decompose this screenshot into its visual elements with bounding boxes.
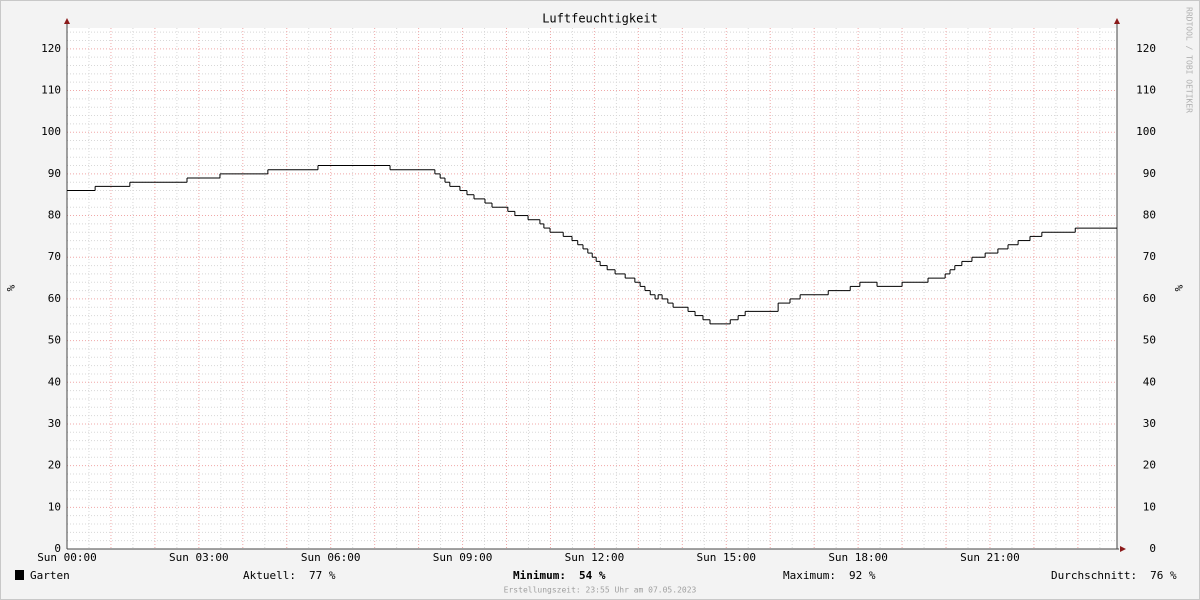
axis-arrow (1114, 18, 1120, 24)
x-tick-label: Sun 06:00 (301, 551, 361, 564)
y-tick-label: 90 (48, 167, 61, 180)
x-tick-label: Sun 03:00 (169, 551, 229, 564)
y-tick-label: 100 (41, 125, 61, 138)
axis-arrow (1120, 546, 1126, 552)
y2-tick-label: 10 (1143, 500, 1156, 513)
y2-tick-label: 100 (1136, 125, 1156, 138)
footer: Erstellungszeit: 23:55 Uhr am 07.05.2023 (504, 586, 697, 595)
y2-tick-label: 50 (1143, 334, 1156, 347)
x-tick-label: Sun 00:00 (37, 551, 97, 564)
x-tick-label: Sun 12:00 (565, 551, 625, 564)
stat-value: 77 % (309, 569, 336, 582)
legend-swatch (15, 570, 24, 580)
y2-tick-label: 80 (1143, 209, 1156, 222)
stat-label: Minimum: (513, 569, 566, 582)
y-tick-label: 30 (48, 417, 61, 430)
y2-tick-label: 120 (1136, 42, 1156, 55)
y2-axis-label: % (1172, 285, 1185, 292)
stat-label: Aktuell: (243, 569, 296, 582)
stat-label: Durchschnitt: (1051, 569, 1137, 582)
legend-label: Garten (30, 569, 70, 582)
y-tick-label: 120 (41, 42, 61, 55)
stat-value: 54 % (579, 569, 606, 582)
y-tick-label: 60 (48, 292, 61, 305)
y-axis-label: % (4, 285, 17, 292)
y-tick-label: 70 (48, 250, 61, 263)
y2-tick-label: 0 (1149, 542, 1156, 555)
y-tick-label: 50 (48, 334, 61, 347)
y-tick-label: 20 (48, 459, 61, 472)
y2-tick-label: 90 (1143, 167, 1156, 180)
y2-tick-label: 70 (1143, 250, 1156, 263)
y-tick-label: 110 (41, 84, 61, 97)
x-tick-label: Sun 15:00 (696, 551, 756, 564)
plot-area (67, 28, 1117, 549)
stat-label: Maximum: (783, 569, 836, 582)
y2-tick-label: 40 (1143, 375, 1156, 388)
y-tick-label: 80 (48, 209, 61, 222)
x-tick-label: Sun 18:00 (828, 551, 888, 564)
watermark: RRDTOOL / TOBI OETIKER (1185, 7, 1194, 113)
chart-title: Luftfeuchtigkeit (542, 12, 658, 26)
y-tick-label: 40 (48, 375, 61, 388)
x-tick-label: Sun 09:00 (433, 551, 493, 564)
y-tick-label: 10 (48, 500, 61, 513)
stat-value: 76 % (1150, 569, 1177, 582)
y2-tick-label: 60 (1143, 292, 1156, 305)
axis-arrow (64, 18, 70, 24)
x-tick-label: Sun 21:00 (960, 551, 1020, 564)
y2-tick-label: 110 (1136, 84, 1156, 97)
stat-value: 92 % (849, 569, 876, 582)
y2-tick-label: 20 (1143, 459, 1156, 472)
y2-tick-label: 30 (1143, 417, 1156, 430)
y-tick-label: 0 (54, 542, 61, 555)
